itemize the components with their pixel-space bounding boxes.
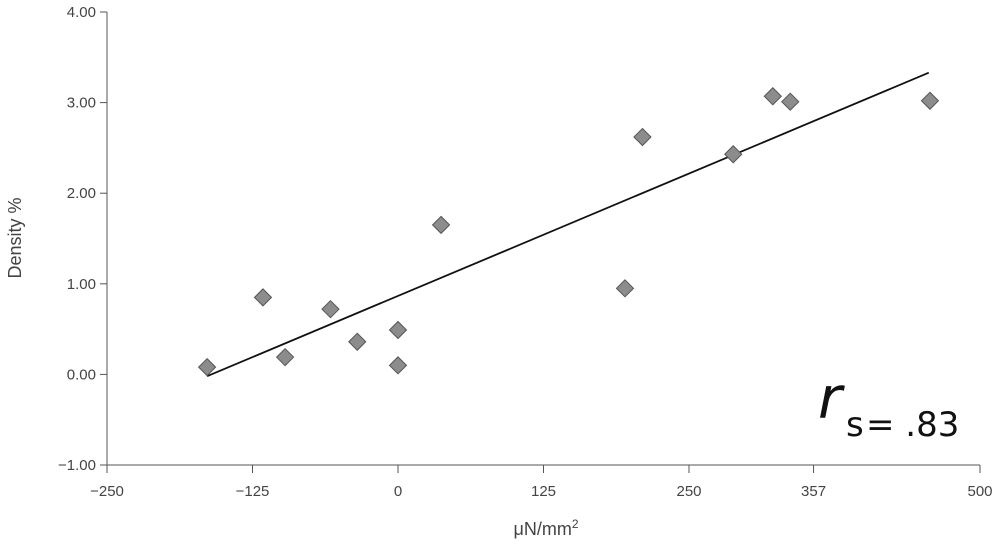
data-points — [197, 87, 940, 377]
trend-line-group — [206, 71, 930, 378]
annotation-subscript: s — [846, 405, 864, 445]
trend-line — [206, 71, 930, 378]
data-point — [724, 145, 743, 164]
x-tick-label: 357 — [801, 483, 826, 500]
data-point — [388, 356, 408, 375]
x-axis-ticks: −250 −125 0 125 250 357 500 — [90, 465, 993, 500]
data-point — [920, 91, 940, 110]
x-tick-label: −125 — [236, 483, 270, 500]
data-point — [633, 127, 652, 147]
x-axis-title-main: μN/mm — [513, 519, 571, 539]
data-point — [253, 288, 273, 307]
data-point — [388, 320, 408, 340]
x-axis-title: μN/mm2 — [513, 517, 578, 539]
y-tick-label: 1.00 — [67, 276, 96, 293]
data-point — [781, 92, 800, 111]
spearman-annotation: r s = .83 — [818, 364, 959, 445]
annotation-value: = .83 — [866, 405, 959, 445]
y-tick-label: −1.00 — [58, 457, 96, 474]
data-point — [321, 299, 340, 319]
x-tick-label: −250 — [90, 483, 124, 500]
x-tick-label: 0 — [394, 483, 402, 500]
y-tick-label: 2.00 — [67, 185, 96, 202]
y-axis-ticks: −1.00 0.00 1.00 2.00 3.00 4.00 — [58, 4, 107, 474]
data-point — [615, 279, 635, 298]
data-point — [275, 347, 295, 367]
y-tick-label: 0.00 — [67, 366, 96, 383]
data-point — [431, 215, 451, 235]
y-tick-label: 3.00 — [67, 95, 96, 112]
x-tick-label: 500 — [967, 483, 992, 500]
x-tick-label: 125 — [531, 483, 556, 500]
y-tick-label: 4.00 — [67, 4, 96, 21]
data-point — [348, 332, 367, 351]
x-tick-label: 250 — [676, 483, 701, 500]
x-axis-title-superscript: 2 — [572, 517, 579, 531]
data-point — [763, 87, 783, 106]
annotation-symbol: r — [818, 364, 845, 432]
y-axis-title: Density % — [5, 197, 25, 278]
data-point — [197, 357, 217, 377]
